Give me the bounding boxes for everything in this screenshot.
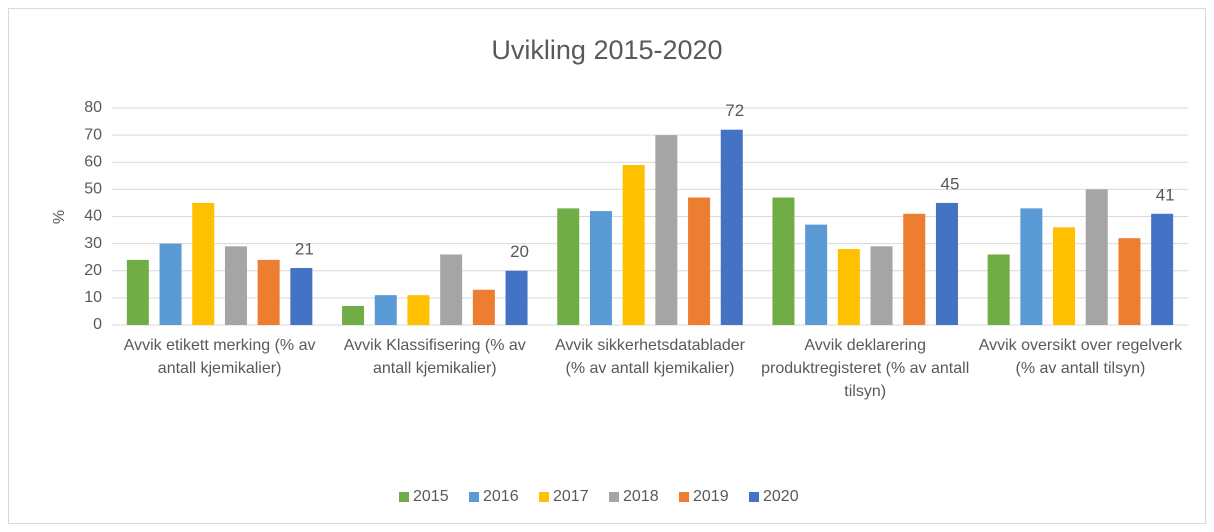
bar: [192, 202, 215, 325]
x-tick-label: Avvik sikkerhetsdatablader (% av antall k…: [555, 337, 746, 377]
legend-label: 2016: [483, 488, 519, 505]
bar: [903, 213, 926, 325]
data-label: 20: [510, 242, 529, 261]
legend-label: 2017: [553, 488, 589, 505]
bar: [1020, 208, 1043, 325]
bar: [688, 197, 711, 325]
legend-label: 2015: [413, 488, 449, 505]
bar: [472, 289, 495, 325]
x-tick-label: Avvik oversikt over regelverk (% av antal…: [979, 337, 1183, 377]
y-tick-label: 40: [84, 208, 102, 225]
bar: [720, 129, 743, 325]
bar: [342, 306, 365, 325]
data-label: 41: [1156, 185, 1175, 204]
legend-label: 2018: [623, 488, 659, 505]
bar: [655, 135, 678, 325]
y-tick-label: 20: [84, 262, 102, 279]
chart-title: Uvikling 2015-2020: [491, 35, 722, 65]
legend-swatch: [539, 492, 549, 502]
bar: [837, 249, 860, 325]
legend-swatch: [399, 492, 409, 502]
bar: [374, 295, 397, 325]
x-tick-label: Avvik etikett merking (% av antall kjemik…: [124, 337, 316, 377]
y-tick-label: 0: [93, 316, 102, 333]
data-label: 21: [295, 240, 314, 259]
data-label: 72: [725, 101, 744, 120]
bar: [935, 202, 958, 325]
bar: [1118, 238, 1141, 325]
bar: [257, 259, 280, 325]
bar: [407, 295, 430, 325]
legend-swatch: [679, 492, 689, 502]
bar: [987, 254, 1010, 325]
bar: [622, 164, 645, 325]
bar: [290, 268, 313, 325]
x-tick-label: Avvik Klassifisering (% av antall kjemika…: [344, 337, 526, 377]
bar: [126, 259, 149, 325]
y-tick-label: 70: [84, 126, 102, 143]
data-label: 45: [940, 174, 959, 193]
legend-swatch: [609, 492, 619, 502]
x-tick-label: Avvik deklarering produktregisteret (% av…: [761, 337, 969, 400]
bar: [805, 224, 828, 325]
bar: [870, 246, 893, 325]
bar: [224, 246, 247, 325]
bar: [159, 243, 182, 325]
y-tick-label: 80: [84, 99, 102, 116]
bar: [505, 270, 528, 325]
y-tick-label: 10: [84, 289, 102, 306]
bar: [557, 208, 580, 325]
y-axis-label: %: [51, 210, 68, 224]
bar: [772, 197, 795, 325]
y-tick-label: 30: [84, 235, 102, 252]
y-tick-label: 50: [84, 181, 102, 198]
bar: [1151, 213, 1174, 325]
y-tick-label: 60: [84, 153, 102, 170]
legend-swatch: [749, 492, 759, 502]
bar: [440, 254, 463, 325]
legend-label: 2020: [763, 488, 799, 505]
legend-swatch: [469, 492, 479, 502]
bar: [1053, 227, 1076, 325]
bar: [1085, 189, 1108, 325]
legend-label: 2019: [693, 488, 729, 505]
bar: [589, 211, 612, 325]
